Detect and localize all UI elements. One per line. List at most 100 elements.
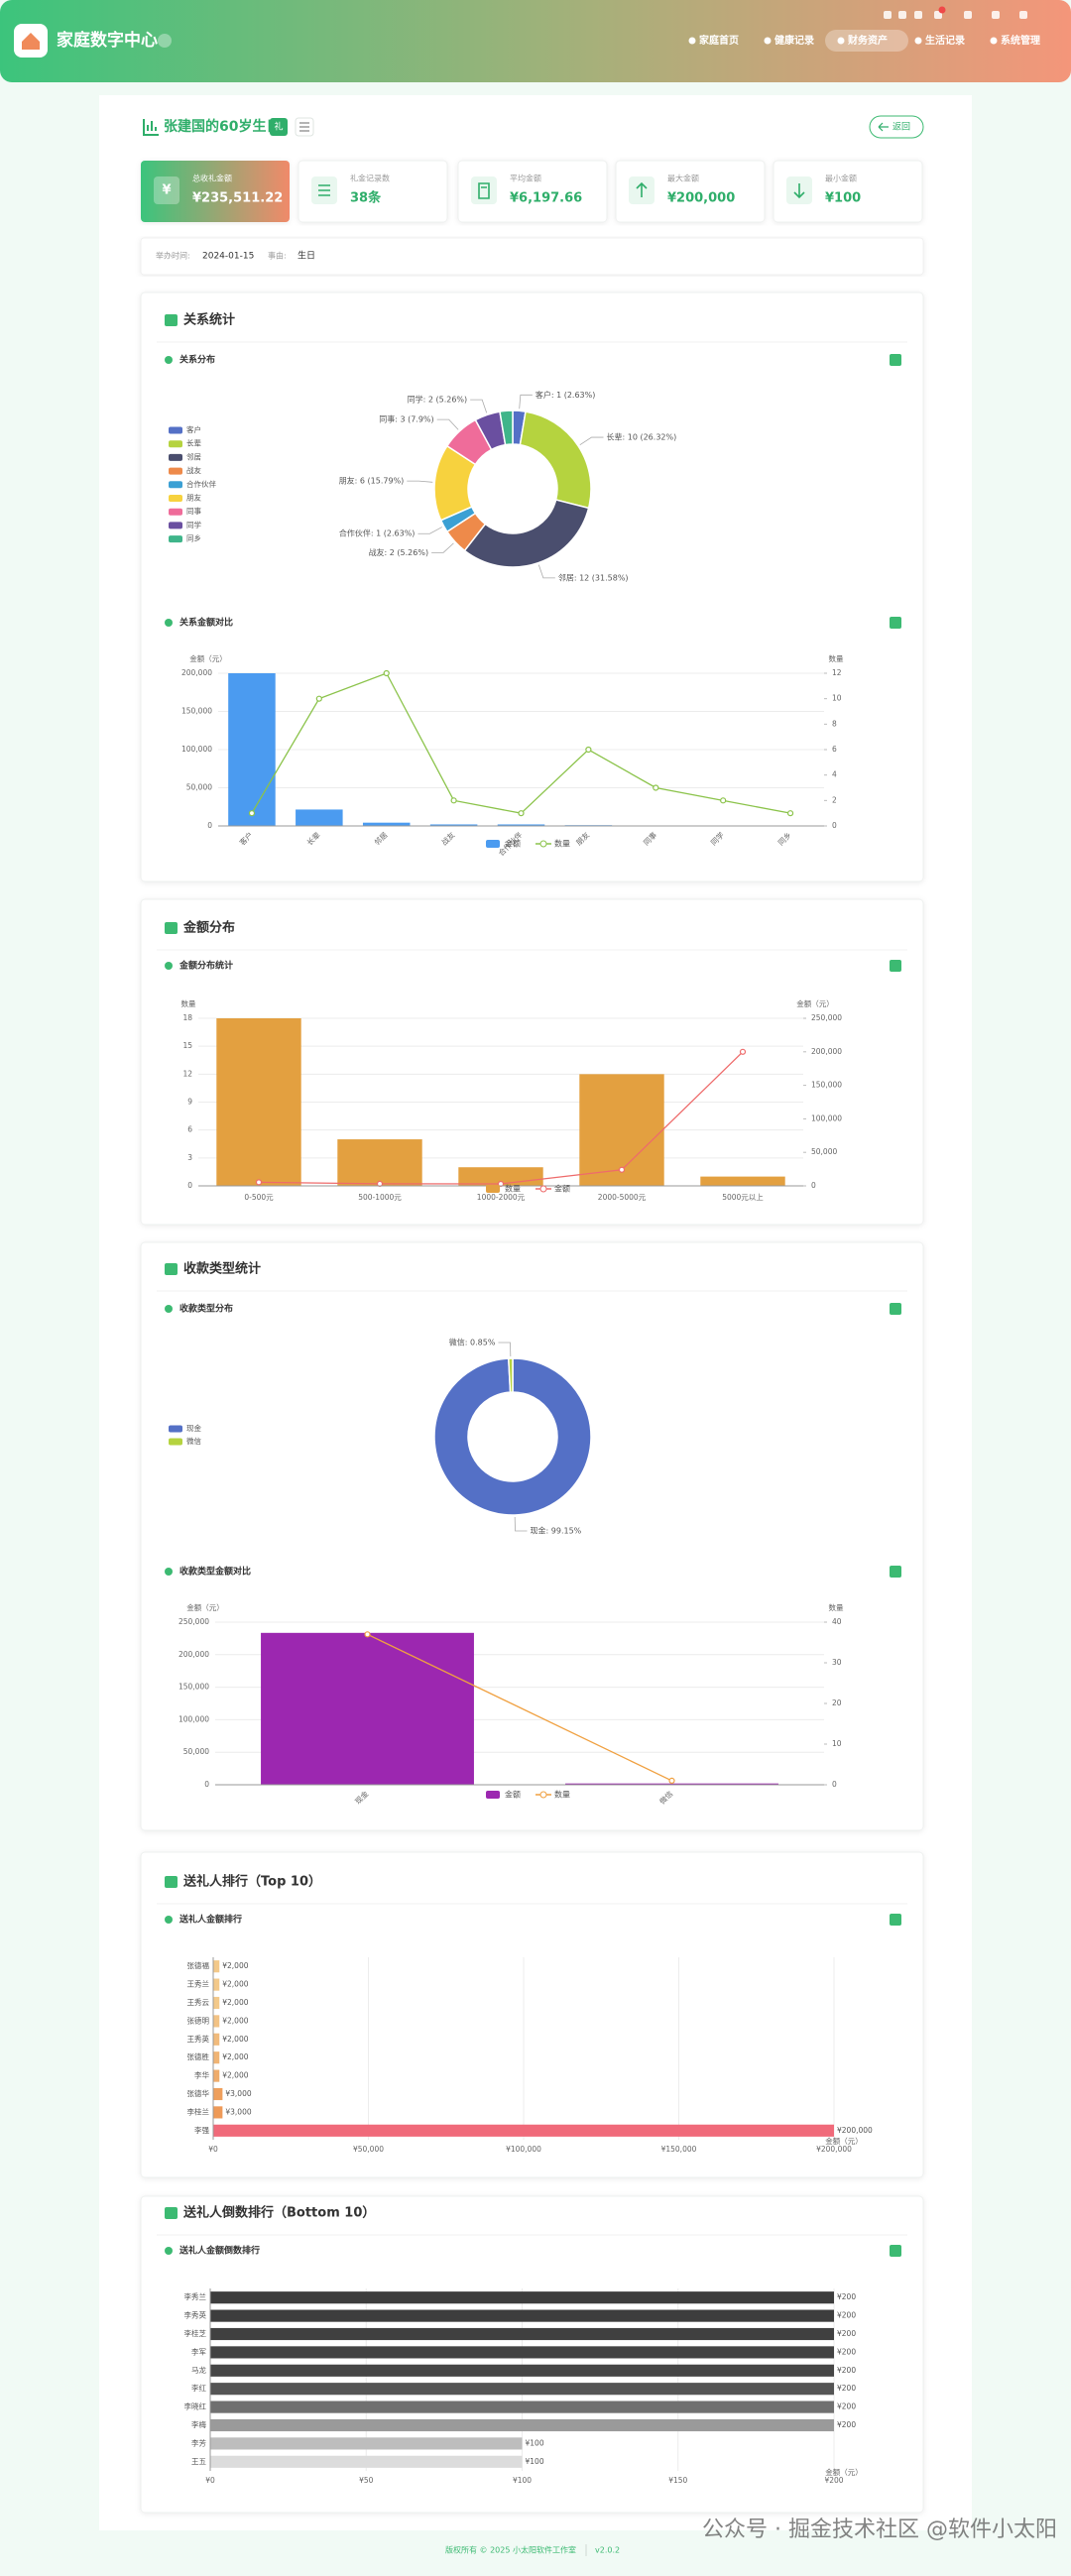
category-label: 李梅 bbox=[191, 2419, 206, 2429]
bar[interactable] bbox=[210, 2346, 834, 2359]
nav-item[interactable]: 健康记录 bbox=[774, 34, 814, 47]
bar[interactable] bbox=[565, 1783, 778, 1785]
bar[interactable] bbox=[213, 2087, 223, 2101]
bar[interactable] bbox=[497, 824, 545, 826]
value-label: ¥100 bbox=[526, 2438, 544, 2447]
legend-label[interactable]: 金额 bbox=[505, 1790, 521, 1800]
bar[interactable] bbox=[213, 2015, 220, 2028]
legend-label[interactable]: 同乡 bbox=[186, 534, 201, 543]
x-tick-label: ¥100 bbox=[513, 2476, 532, 2485]
line-point[interactable] bbox=[518, 810, 525, 817]
bar[interactable] bbox=[210, 2364, 834, 2377]
chart-download[interactable] bbox=[890, 1566, 901, 1578]
value-label: ¥200 bbox=[837, 2311, 856, 2320]
toolbar-icon[interactable] bbox=[914, 11, 922, 19]
bar[interactable] bbox=[213, 2106, 223, 2119]
legend-label[interactable]: 客户 bbox=[186, 424, 201, 434]
bar[interactable] bbox=[216, 1018, 301, 1186]
legend-label[interactable]: 金额 bbox=[505, 839, 521, 849]
legend-label[interactable]: 数量 bbox=[554, 1790, 570, 1800]
bar[interactable] bbox=[213, 1996, 220, 2010]
chart-download[interactable] bbox=[890, 354, 901, 366]
bar[interactable] bbox=[429, 824, 478, 826]
toolbar-icon[interactable] bbox=[934, 11, 942, 19]
category-label: 李晓红 bbox=[184, 2401, 207, 2411]
nav-active-bg bbox=[825, 30, 908, 52]
line-point[interactable] bbox=[739, 1048, 747, 1055]
legend-label[interactable]: 同事 bbox=[186, 506, 201, 516]
line-point[interactable] bbox=[786, 810, 794, 817]
line-point[interactable] bbox=[618, 1166, 626, 1173]
toolbar-icon[interactable] bbox=[964, 11, 972, 19]
legend-label[interactable]: 朋友 bbox=[186, 493, 201, 503]
chart-download[interactable] bbox=[890, 960, 901, 972]
bar[interactable] bbox=[261, 1632, 474, 1785]
legend-label[interactable]: 现金 bbox=[186, 1423, 201, 1433]
toolbar-icon[interactable] bbox=[992, 11, 1000, 19]
legend-label[interactable]: 同学 bbox=[186, 520, 201, 529]
pie-slice[interactable] bbox=[433, 1357, 592, 1516]
bar[interactable] bbox=[296, 809, 343, 826]
bar[interactable] bbox=[213, 2069, 220, 2082]
bar[interactable] bbox=[213, 2051, 220, 2064]
chart-download[interactable] bbox=[890, 1303, 901, 1315]
category-label: 李军 bbox=[191, 2346, 206, 2356]
pie-slice[interactable] bbox=[463, 499, 590, 568]
stat-value: ¥200,000 bbox=[667, 191, 735, 206]
legend-label[interactable]: 金额 bbox=[554, 1184, 570, 1194]
bar[interactable] bbox=[210, 2327, 834, 2341]
line-point[interactable] bbox=[364, 1631, 371, 1638]
collapse-button[interactable] bbox=[158, 34, 172, 48]
line-point[interactable] bbox=[383, 669, 390, 677]
chart-title-icon bbox=[165, 619, 173, 627]
bar[interactable] bbox=[362, 822, 411, 826]
bar[interactable] bbox=[210, 2437, 523, 2450]
toolbar-icon[interactable] bbox=[1019, 11, 1027, 19]
nav-item[interactable]: 家庭首页 bbox=[699, 34, 739, 47]
bar[interactable] bbox=[210, 2291, 834, 2304]
legend-label[interactable]: 合作伙伴 bbox=[186, 479, 216, 489]
bar[interactable] bbox=[337, 1139, 422, 1186]
bar[interactable] bbox=[213, 2033, 220, 2046]
legend-label[interactable]: 邻居 bbox=[186, 451, 201, 461]
pie-slice[interactable] bbox=[507, 1357, 514, 1393]
line-point[interactable] bbox=[255, 1179, 263, 1186]
line-point[interactable] bbox=[720, 797, 727, 804]
toolbar-icon[interactable] bbox=[884, 11, 892, 19]
legend-label[interactable]: 长辈 bbox=[186, 438, 201, 448]
x-tick-label: 0-500元 bbox=[244, 1193, 274, 1202]
bar[interactable] bbox=[228, 673, 276, 826]
legend-swatch bbox=[169, 467, 182, 475]
pie-slice[interactable] bbox=[499, 410, 514, 446]
bar[interactable] bbox=[210, 2418, 834, 2432]
x-tick-label: 5000元以上 bbox=[722, 1193, 764, 1202]
chart-download[interactable] bbox=[890, 1914, 901, 1926]
line-point[interactable] bbox=[653, 784, 659, 791]
line-point[interactable] bbox=[450, 797, 457, 804]
bar[interactable] bbox=[210, 2383, 834, 2396]
bar[interactable] bbox=[213, 1960, 220, 1973]
line-point[interactable] bbox=[585, 746, 592, 754]
chart-download[interactable] bbox=[890, 2245, 901, 2257]
legend-label[interactable]: 战友 bbox=[186, 465, 201, 475]
nav-item[interactable]: 生活记录 bbox=[925, 34, 965, 47]
nav-item[interactable]: 系统管理 bbox=[1001, 34, 1040, 47]
nav-item[interactable]: 财务资产 bbox=[847, 34, 888, 47]
bar[interactable] bbox=[213, 2124, 834, 2137]
line-point[interactable] bbox=[668, 1777, 675, 1785]
line-point[interactable] bbox=[315, 695, 322, 702]
bar[interactable] bbox=[213, 1978, 220, 1991]
legend-label[interactable]: 微信 bbox=[186, 1436, 201, 1446]
x-tick-label: 1000-2000元 bbox=[477, 1193, 526, 1202]
bar[interactable] bbox=[210, 2455, 523, 2468]
legend-label[interactable]: 数量 bbox=[505, 1184, 521, 1194]
toolbar-icon[interactable] bbox=[898, 11, 906, 19]
legend-label[interactable]: 数量 bbox=[554, 839, 570, 849]
line-point[interactable] bbox=[248, 810, 256, 817]
bar[interactable] bbox=[700, 1176, 785, 1186]
chart-download[interactable] bbox=[890, 617, 901, 629]
section-icon bbox=[165, 1876, 178, 1888]
bar[interactable] bbox=[210, 2309, 834, 2322]
back-button[interactable] bbox=[869, 115, 924, 139]
bar[interactable] bbox=[210, 2400, 834, 2413]
